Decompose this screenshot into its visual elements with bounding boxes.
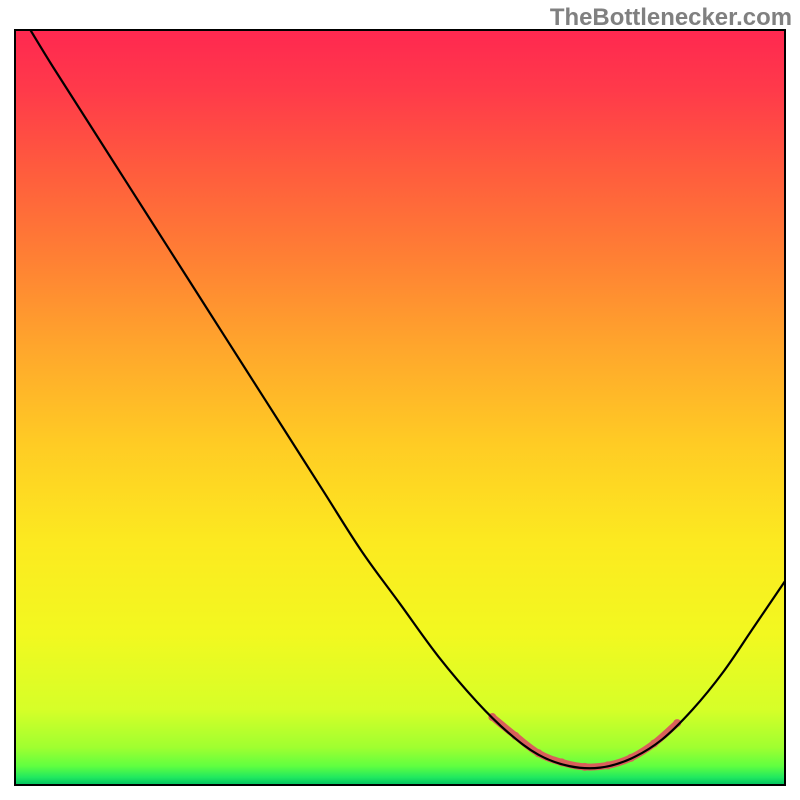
bottleneck-chart xyxy=(0,0,800,800)
watermark-text: TheBottlenecker.com xyxy=(550,4,792,32)
chart-container: TheBottlenecker.com xyxy=(0,0,800,800)
gradient-background xyxy=(15,30,785,785)
